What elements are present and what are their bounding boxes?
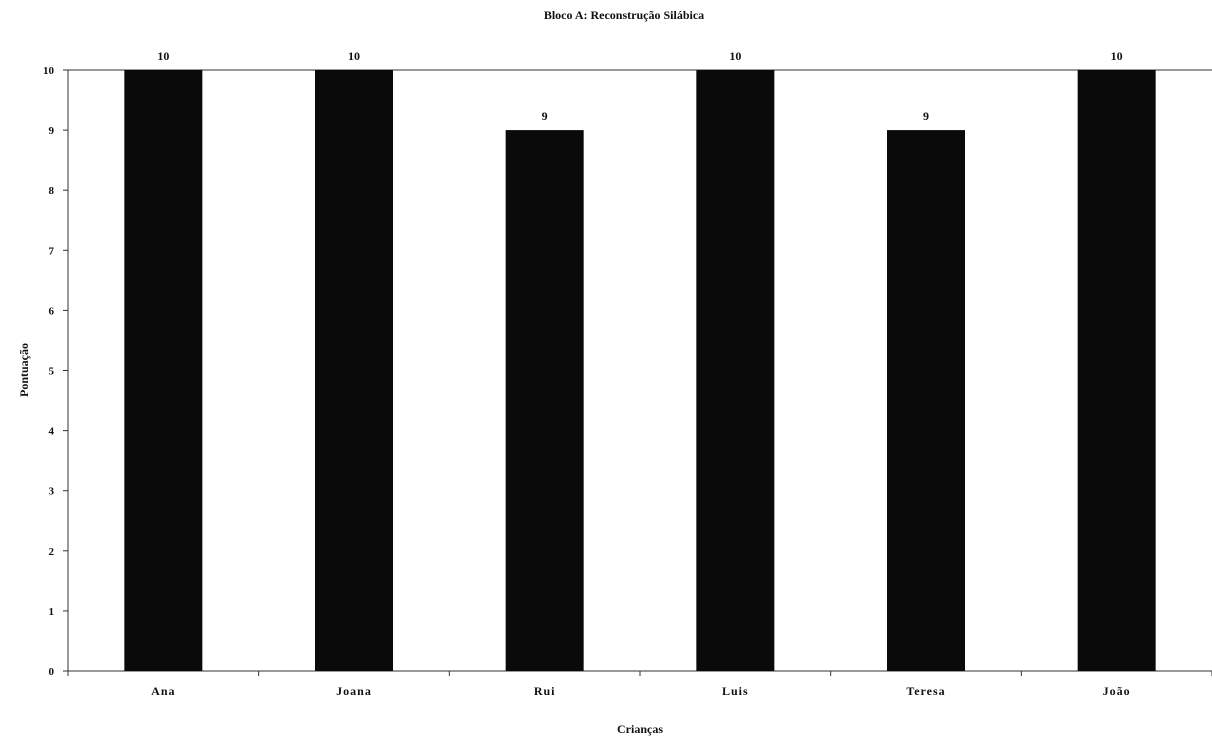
y-tick-label: 4 (49, 426, 55, 438)
y-tick-label: 7 (49, 245, 55, 257)
y-tick-label: 0 (49, 666, 55, 678)
bar (124, 70, 203, 671)
bar-value-label: 10 (729, 49, 741, 63)
x-axis-label: Crianças (617, 722, 663, 736)
y-tick-label: 2 (49, 546, 55, 558)
y-tick-label: 1 (49, 606, 55, 618)
x-axis: Ana Joana Rui Luis Teresa João (67, 671, 1212, 698)
y-tick-label: 6 (49, 305, 55, 317)
bar (887, 130, 965, 672)
y-axis-label: Pontuação (17, 343, 31, 397)
x-tick-label: Luis (722, 684, 749, 698)
x-tick-label: Joana (336, 684, 372, 698)
bar-value-label: 10 (157, 49, 169, 63)
plot-area (67, 69, 1212, 672)
bars-group: 10 10 9 10 9 10 (124, 49, 1156, 672)
y-tick-label: 9 (49, 125, 55, 137)
x-tick-label: Rui (534, 684, 556, 698)
bar-value-label: 9 (923, 109, 929, 123)
y-axis: 0 1 2 3 4 5 6 7 8 9 10 (43, 65, 68, 678)
y-tick-label: 10 (43, 65, 55, 77)
bar (696, 70, 775, 671)
bar-value-label: 10 (348, 49, 360, 63)
x-tick-label: João (1103, 684, 1131, 698)
bar-value-label: 10 (1111, 49, 1123, 63)
bar (505, 130, 584, 672)
bar (1077, 70, 1156, 671)
y-tick-label: 3 (49, 486, 55, 498)
x-tick-label: Teresa (906, 684, 945, 698)
chart-title: Bloco A: Reconstrução Silábica (544, 8, 704, 22)
x-tick-label: Ana (151, 684, 175, 698)
y-tick-label: 5 (49, 366, 55, 378)
bar (315, 70, 393, 671)
y-tick-label: 8 (49, 185, 55, 197)
bar-value-label: 9 (542, 109, 548, 123)
